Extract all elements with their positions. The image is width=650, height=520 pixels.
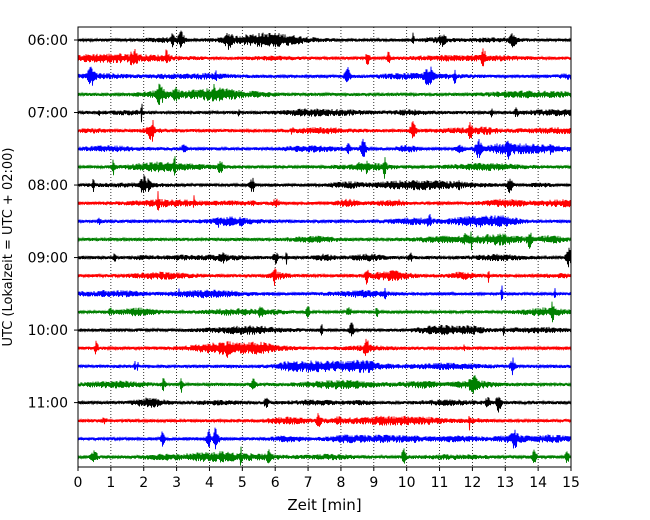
x-axis-title: Zeit [min] bbox=[287, 496, 361, 514]
x-grid bbox=[110, 27, 539, 467]
trace-line bbox=[77, 231, 572, 251]
x-tick-label: 10 bbox=[398, 475, 416, 491]
x-tick-label: 1 bbox=[106, 475, 115, 491]
trace-line bbox=[77, 301, 572, 323]
trace-line bbox=[77, 138, 572, 160]
x-axis: 0 1 2 3 4 5 6 7 8 9 10 11 12 13 14 15 bbox=[74, 467, 580, 491]
x-tick-label: 7 bbox=[304, 475, 313, 491]
trace-line bbox=[77, 119, 572, 142]
x-tick-label: 14 bbox=[529, 475, 547, 491]
trace-line bbox=[77, 83, 572, 105]
trace-line bbox=[77, 285, 572, 301]
x-tick-label: 15 bbox=[562, 475, 580, 491]
y-tick-label: 08:00 bbox=[28, 178, 68, 194]
y-tick-label: 10:00 bbox=[28, 323, 68, 339]
x-tick-label: 0 bbox=[74, 475, 83, 491]
x-tick-label: 2 bbox=[139, 475, 148, 491]
trace-group bbox=[77, 30, 572, 466]
trace-line bbox=[77, 357, 572, 376]
trace-line bbox=[77, 213, 572, 228]
x-tick-label: 3 bbox=[172, 475, 181, 491]
y-axis: 06:00 07:00 08:00 09:00 10:00 11:00 bbox=[28, 33, 78, 412]
y-axis-title: UTC (Lokalzeit = UTC + 02:00) bbox=[1, 148, 16, 347]
trace-line bbox=[77, 30, 572, 50]
trace-line bbox=[77, 103, 572, 123]
y-tick-label: 06:00 bbox=[28, 33, 68, 49]
x-tick-label: 11 bbox=[431, 475, 449, 491]
trace-line bbox=[77, 396, 572, 413]
x-tick-label: 4 bbox=[205, 475, 214, 491]
x-tick-label: 12 bbox=[463, 475, 481, 491]
trace-line bbox=[77, 247, 572, 268]
trace-line bbox=[77, 66, 572, 86]
trace-line bbox=[77, 338, 572, 358]
y-tick-label: 11:00 bbox=[28, 396, 68, 412]
y-tick-label: 09:00 bbox=[28, 251, 68, 267]
trace-line bbox=[77, 375, 572, 394]
trace-line bbox=[77, 446, 572, 466]
trace-line bbox=[77, 268, 572, 286]
x-tick-label: 13 bbox=[496, 475, 514, 491]
trace-line bbox=[77, 48, 572, 67]
trace-line bbox=[77, 191, 572, 211]
plot-frame bbox=[77, 26, 572, 468]
trace-line bbox=[77, 175, 572, 194]
trace-line bbox=[77, 427, 572, 450]
trace-line bbox=[77, 322, 572, 337]
x-tick-label: 6 bbox=[271, 475, 280, 491]
x-tick-label: 9 bbox=[369, 475, 378, 491]
trace-line bbox=[77, 413, 572, 431]
y-tick-label: 07:00 bbox=[28, 106, 68, 122]
x-tick-label: 8 bbox=[336, 475, 345, 491]
x-tick-label: 5 bbox=[238, 475, 247, 491]
trace-line bbox=[77, 156, 572, 179]
